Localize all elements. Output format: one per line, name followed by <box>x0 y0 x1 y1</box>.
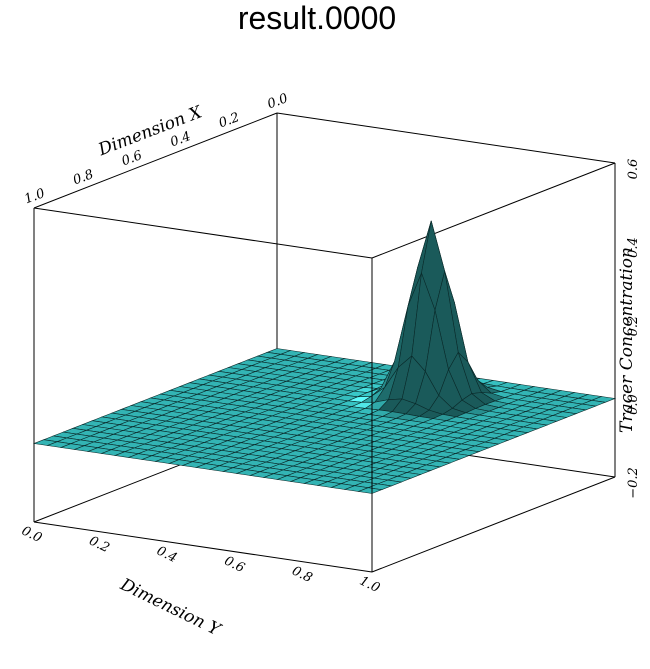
x-tick-label: 0.6 <box>120 148 145 169</box>
z-axis-label: Tracer Concentration <box>617 247 637 433</box>
box-edge <box>33 521 373 573</box>
tick-labels: 0.0 0.2 0.4 0.6 0.8 1.0 0.0 0.2 0.4 0.6 0.8 1.0 −0.2… <box>19 91 641 596</box>
box-edge <box>371 162 616 259</box>
z-tick-label: 0.2 <box>626 316 641 337</box>
box-edge <box>33 207 373 259</box>
y-axis-label: Dimension Y <box>116 574 224 641</box>
y-tick-label: 0.0 <box>19 524 44 547</box>
x-tick-label: 0.2 <box>217 110 242 131</box>
surface-mesh <box>32 220 617 494</box>
z-tick-label: 0.4 <box>626 237 641 258</box>
z-tick-label: −0.2 <box>626 467 641 499</box>
box-edge <box>276 112 616 164</box>
x-axis-label: Dimension X <box>95 102 206 160</box>
x-tick-label: 0.4 <box>168 129 193 150</box>
front-box-lines <box>33 258 616 573</box>
y-tick-label: 0.2 <box>87 534 112 557</box>
x-tick-label: 0.0 <box>266 91 291 112</box>
y-tick-label: 0.6 <box>222 554 247 577</box>
box-edge <box>371 476 616 573</box>
z-tick-label: 0.6 <box>626 159 641 180</box>
y-tick-label: 0.4 <box>154 544 179 567</box>
z-tick-label: 0.0 <box>626 394 641 415</box>
chart-title: result.0000 <box>237 0 397 36</box>
x-tick-label: 1.0 <box>23 186 48 207</box>
y-tick-label: 0.8 <box>289 564 314 587</box>
x-tick-label: 0.8 <box>71 167 96 188</box>
box-edge <box>33 112 278 209</box>
y-tick-label: 1.0 <box>357 574 382 597</box>
